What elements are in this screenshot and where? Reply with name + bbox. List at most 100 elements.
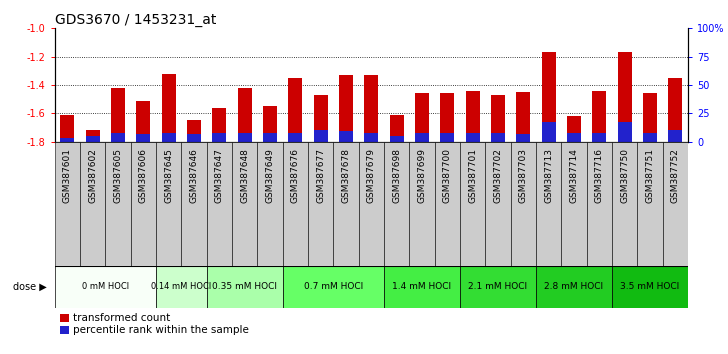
Text: 2.1 mM HOCl: 2.1 mM HOCl bbox=[468, 282, 528, 291]
Bar bbox=[612, 142, 637, 266]
Bar bbox=[237, 88, 252, 142]
Bar bbox=[263, 132, 277, 142]
Bar bbox=[111, 132, 125, 142]
Bar bbox=[314, 95, 328, 142]
Bar bbox=[587, 142, 612, 266]
Bar bbox=[213, 132, 226, 142]
Text: GSM387679: GSM387679 bbox=[367, 148, 376, 203]
Text: GSM387645: GSM387645 bbox=[164, 148, 173, 203]
Bar bbox=[60, 115, 74, 142]
Bar bbox=[339, 75, 353, 142]
Text: 3.5 mM HOCl: 3.5 mM HOCl bbox=[620, 282, 679, 291]
Bar bbox=[510, 142, 536, 266]
Text: GSM387701: GSM387701 bbox=[468, 148, 477, 203]
Text: GSM387699: GSM387699 bbox=[417, 148, 427, 203]
Bar bbox=[359, 142, 384, 266]
Bar bbox=[156, 266, 207, 308]
Bar bbox=[111, 88, 125, 142]
Text: GDS3670 / 1453231_at: GDS3670 / 1453231_at bbox=[55, 13, 216, 27]
Bar bbox=[668, 130, 682, 142]
Bar bbox=[593, 132, 606, 142]
Bar bbox=[389, 115, 403, 142]
Text: GSM387606: GSM387606 bbox=[139, 148, 148, 203]
Bar bbox=[542, 122, 555, 142]
Bar bbox=[612, 266, 688, 308]
Bar bbox=[55, 142, 80, 266]
Bar bbox=[491, 132, 505, 142]
Text: GSM387601: GSM387601 bbox=[63, 148, 72, 203]
Bar bbox=[55, 266, 156, 308]
Bar bbox=[567, 116, 581, 142]
Text: 2.8 mM HOCl: 2.8 mM HOCl bbox=[545, 282, 604, 291]
Bar bbox=[308, 142, 333, 266]
Bar bbox=[516, 134, 530, 142]
Bar bbox=[567, 132, 581, 142]
Text: GSM387752: GSM387752 bbox=[670, 148, 680, 203]
Text: 0.7 mM HOCl: 0.7 mM HOCl bbox=[304, 282, 363, 291]
Text: GSM387698: GSM387698 bbox=[392, 148, 401, 203]
Text: dose ▶: dose ▶ bbox=[12, 282, 47, 292]
Bar bbox=[593, 91, 606, 142]
Bar bbox=[207, 266, 282, 308]
Bar bbox=[181, 142, 207, 266]
Bar bbox=[668, 78, 682, 142]
Bar bbox=[339, 131, 353, 142]
Bar bbox=[86, 136, 100, 142]
Text: GSM387646: GSM387646 bbox=[189, 148, 199, 203]
Text: 0.14 mM HOCl: 0.14 mM HOCl bbox=[151, 282, 211, 291]
Text: GSM387648: GSM387648 bbox=[240, 148, 249, 203]
Text: 0.35 mM HOCl: 0.35 mM HOCl bbox=[212, 282, 277, 291]
Text: GSM387602: GSM387602 bbox=[88, 148, 97, 203]
Text: GSM387716: GSM387716 bbox=[595, 148, 604, 203]
Text: GSM387677: GSM387677 bbox=[316, 148, 325, 203]
Bar bbox=[288, 78, 302, 142]
Bar bbox=[162, 132, 175, 142]
Bar bbox=[440, 93, 454, 142]
Bar bbox=[136, 134, 150, 142]
Bar bbox=[263, 106, 277, 142]
Bar bbox=[162, 74, 175, 142]
Text: GSM387751: GSM387751 bbox=[646, 148, 654, 203]
Bar bbox=[130, 142, 156, 266]
Text: GSM387649: GSM387649 bbox=[266, 148, 274, 203]
Bar bbox=[364, 75, 379, 142]
Text: 0 mM HOCl: 0 mM HOCl bbox=[82, 282, 129, 291]
Bar bbox=[617, 52, 632, 142]
Bar bbox=[435, 142, 460, 266]
Bar bbox=[516, 92, 530, 142]
Bar bbox=[187, 134, 201, 142]
Bar bbox=[136, 101, 150, 142]
Bar bbox=[617, 122, 632, 142]
Bar bbox=[460, 266, 536, 308]
Bar bbox=[213, 108, 226, 142]
Bar bbox=[662, 142, 688, 266]
Bar bbox=[460, 142, 486, 266]
Bar bbox=[389, 136, 403, 142]
Bar bbox=[415, 93, 429, 142]
Text: GSM387713: GSM387713 bbox=[544, 148, 553, 203]
Legend: transformed count, percentile rank within the sample: transformed count, percentile rank withi… bbox=[60, 313, 249, 335]
Bar bbox=[364, 132, 379, 142]
Bar bbox=[156, 142, 181, 266]
Bar bbox=[637, 142, 662, 266]
Bar bbox=[282, 266, 384, 308]
Text: GSM387605: GSM387605 bbox=[114, 148, 122, 203]
Text: GSM387647: GSM387647 bbox=[215, 148, 223, 203]
Text: GSM387714: GSM387714 bbox=[569, 148, 579, 203]
Bar bbox=[232, 142, 257, 266]
Bar bbox=[80, 142, 106, 266]
Bar bbox=[237, 132, 252, 142]
Bar bbox=[542, 52, 555, 142]
Bar bbox=[643, 132, 657, 142]
Text: GSM387702: GSM387702 bbox=[494, 148, 502, 203]
Bar bbox=[187, 120, 201, 142]
Bar bbox=[486, 142, 510, 266]
Bar bbox=[106, 142, 130, 266]
Bar bbox=[536, 142, 561, 266]
Bar bbox=[536, 266, 612, 308]
Bar bbox=[491, 95, 505, 142]
Bar bbox=[466, 132, 480, 142]
Bar bbox=[384, 266, 460, 308]
Text: GSM387678: GSM387678 bbox=[341, 148, 350, 203]
Bar bbox=[409, 142, 435, 266]
